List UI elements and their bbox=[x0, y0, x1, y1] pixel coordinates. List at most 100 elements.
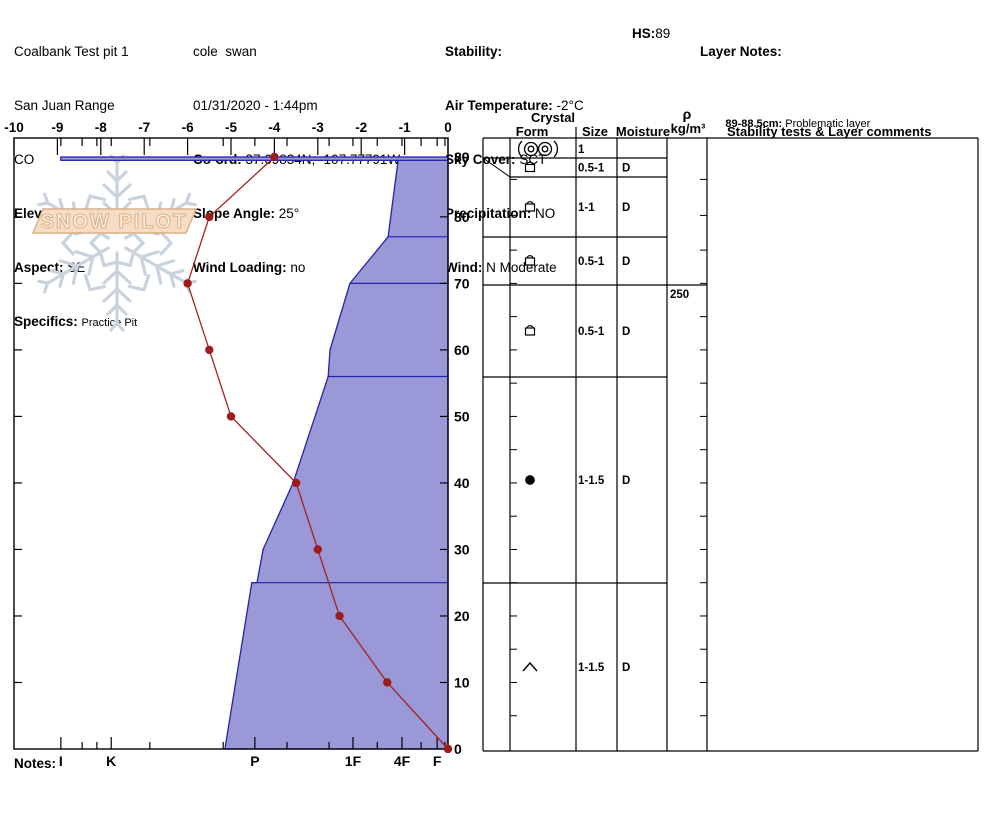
snowflake-chevron-path bbox=[117, 252, 151, 292]
grain-size-value: 1-1.5 bbox=[578, 475, 605, 487]
hardness-axis-label: I bbox=[59, 753, 63, 769]
depth-label: 30 bbox=[454, 541, 470, 557]
symbol-dome bbox=[526, 161, 534, 165]
symbol-square bbox=[524, 163, 536, 173]
crust-circle bbox=[537, 141, 553, 157]
temp-axis-label: -7 bbox=[138, 120, 150, 135]
temperature-point bbox=[183, 279, 192, 288]
temp-axis-label: -3 bbox=[312, 120, 324, 135]
temperature-point bbox=[205, 212, 214, 222]
snowflake-chevron bbox=[83, 252, 117, 292]
symbol-dome bbox=[526, 201, 534, 205]
snowflake-chevron-path bbox=[83, 252, 117, 292]
hardness-axis-label: 4F bbox=[394, 753, 411, 769]
wind-loading: Wind Loading: no bbox=[193, 260, 306, 275]
observation-datetime: 01/31/2020 - 1:44pm bbox=[193, 98, 318, 113]
moisture-value: D bbox=[622, 662, 630, 674]
temperature-point bbox=[313, 545, 322, 554]
snowflake-chevron-path bbox=[60, 230, 101, 256]
crystal-form-symbol-caret bbox=[522, 661, 538, 672]
symbol-dome bbox=[526, 255, 534, 259]
pit-state: CO bbox=[14, 152, 35, 167]
density-unit-header: kg/m³ bbox=[671, 121, 706, 136]
snowflake-chevron bbox=[60, 230, 101, 256]
grain-size-value: 1 bbox=[578, 144, 585, 156]
pit-range: San Juan Range bbox=[14, 98, 115, 113]
axis-ticks bbox=[13, 138, 449, 749]
snowpilot-banner bbox=[31, 208, 198, 234]
grain-size-value: 0.5-1 bbox=[578, 163, 605, 175]
crust-circle bbox=[523, 141, 539, 157]
crust-circle-inner bbox=[527, 145, 535, 153]
observation-block: cole swan 01/31/2020 - 1:44pm Co-ord: 37… bbox=[193, 7, 400, 313]
density-symbol-header: ρ bbox=[683, 106, 692, 122]
layer-notes-block: Layer Notes: 89-88.5cm: Problematic laye… bbox=[700, 7, 870, 187]
temp-axis-label: -4 bbox=[268, 120, 280, 135]
pit-specifics: Specifics: Practice Pit bbox=[14, 314, 138, 329]
layer-note: 89-88.5cm: Problematic layer bbox=[725, 118, 871, 130]
temp-axis-label: -1 bbox=[399, 120, 411, 135]
depth-label: 40 bbox=[454, 475, 470, 491]
temperature-point bbox=[335, 611, 344, 621]
layer-table-grid bbox=[482, 127, 979, 752]
depth-label: 80 bbox=[454, 209, 470, 225]
snowflake-arm bbox=[37, 246, 110, 294]
temp-axis-label: -9 bbox=[51, 120, 63, 135]
temp-axis-label: -2 bbox=[355, 120, 367, 135]
stability-field: Stability: bbox=[445, 44, 503, 59]
temp-axis-label: -5 bbox=[225, 120, 237, 135]
depth-label: 60 bbox=[454, 342, 470, 358]
hardness-axis-label: P bbox=[250, 753, 259, 769]
stability-header: Stability tests & Layer comments bbox=[727, 124, 931, 139]
depth-label: 20 bbox=[454, 608, 470, 624]
depth-label: 70 bbox=[454, 275, 470, 291]
snowflake-chevron bbox=[117, 252, 151, 292]
form-header: Form bbox=[516, 124, 549, 139]
size-header: Size bbox=[582, 124, 608, 139]
symbol-caret bbox=[522, 661, 538, 672]
crystal-form-symbol-square-dome bbox=[524, 161, 536, 173]
grain-size-value: 0.5-1 bbox=[578, 326, 605, 338]
snowpilot-watermark bbox=[37, 154, 197, 332]
hardness-axis-label: 1F bbox=[345, 753, 362, 769]
crystal-form-symbol-double-circle-crust bbox=[517, 140, 559, 158]
moisture-value: D bbox=[622, 163, 630, 175]
temperature-point bbox=[383, 678, 392, 687]
depth-label: 0 bbox=[454, 741, 462, 757]
conditions-block: Stability: Air Temperature: -2°C Sky Cov… bbox=[445, 7, 584, 313]
snowflake-chevron-path bbox=[133, 230, 174, 256]
depth-label: 10 bbox=[454, 674, 470, 690]
crystal-form-symbol-square-dome bbox=[524, 255, 536, 266]
moisture-value: D bbox=[622, 202, 630, 214]
symbol-square bbox=[524, 327, 536, 336]
moisture-header: Moisture bbox=[616, 124, 670, 139]
slope-angle: Slope Angle: 25° bbox=[193, 206, 300, 221]
grain-size-value: 1-1.5 bbox=[578, 662, 605, 674]
depth-label-surface: 89 bbox=[454, 149, 470, 165]
snowpilot-logo-text: SNOW PILOT bbox=[41, 211, 188, 233]
hardness-axis-label: K bbox=[106, 753, 116, 769]
layer-notes-title: Layer Notes: bbox=[700, 44, 782, 59]
moisture-value: D bbox=[622, 475, 630, 487]
snowflake-icon bbox=[37, 154, 197, 332]
grain-size-value: 1-1 bbox=[578, 202, 595, 214]
depth-label: 50 bbox=[454, 408, 470, 424]
thin-layer-leader-line bbox=[482, 157, 511, 178]
temperature-point bbox=[270, 152, 279, 162]
moisture-value: D bbox=[622, 256, 630, 268]
temperature-point bbox=[291, 478, 301, 488]
temp-axis-label: -6 bbox=[182, 120, 194, 135]
snowflake-arm-path bbox=[37, 246, 110, 294]
crust-paren-right bbox=[553, 140, 559, 158]
symbol-square bbox=[524, 257, 536, 266]
air-temperature: Air Temperature: -2°C bbox=[445, 98, 584, 113]
crystal-form-symbol-square-dome bbox=[524, 325, 536, 336]
crust-circle-inner bbox=[541, 145, 549, 153]
snowflake-arm-path bbox=[102, 251, 132, 332]
crystal-header: Crystal bbox=[531, 110, 575, 125]
hs-field: HS:89 bbox=[632, 26, 671, 41]
moisture-value: D bbox=[622, 326, 630, 338]
notes-label: Notes: bbox=[14, 756, 57, 771]
